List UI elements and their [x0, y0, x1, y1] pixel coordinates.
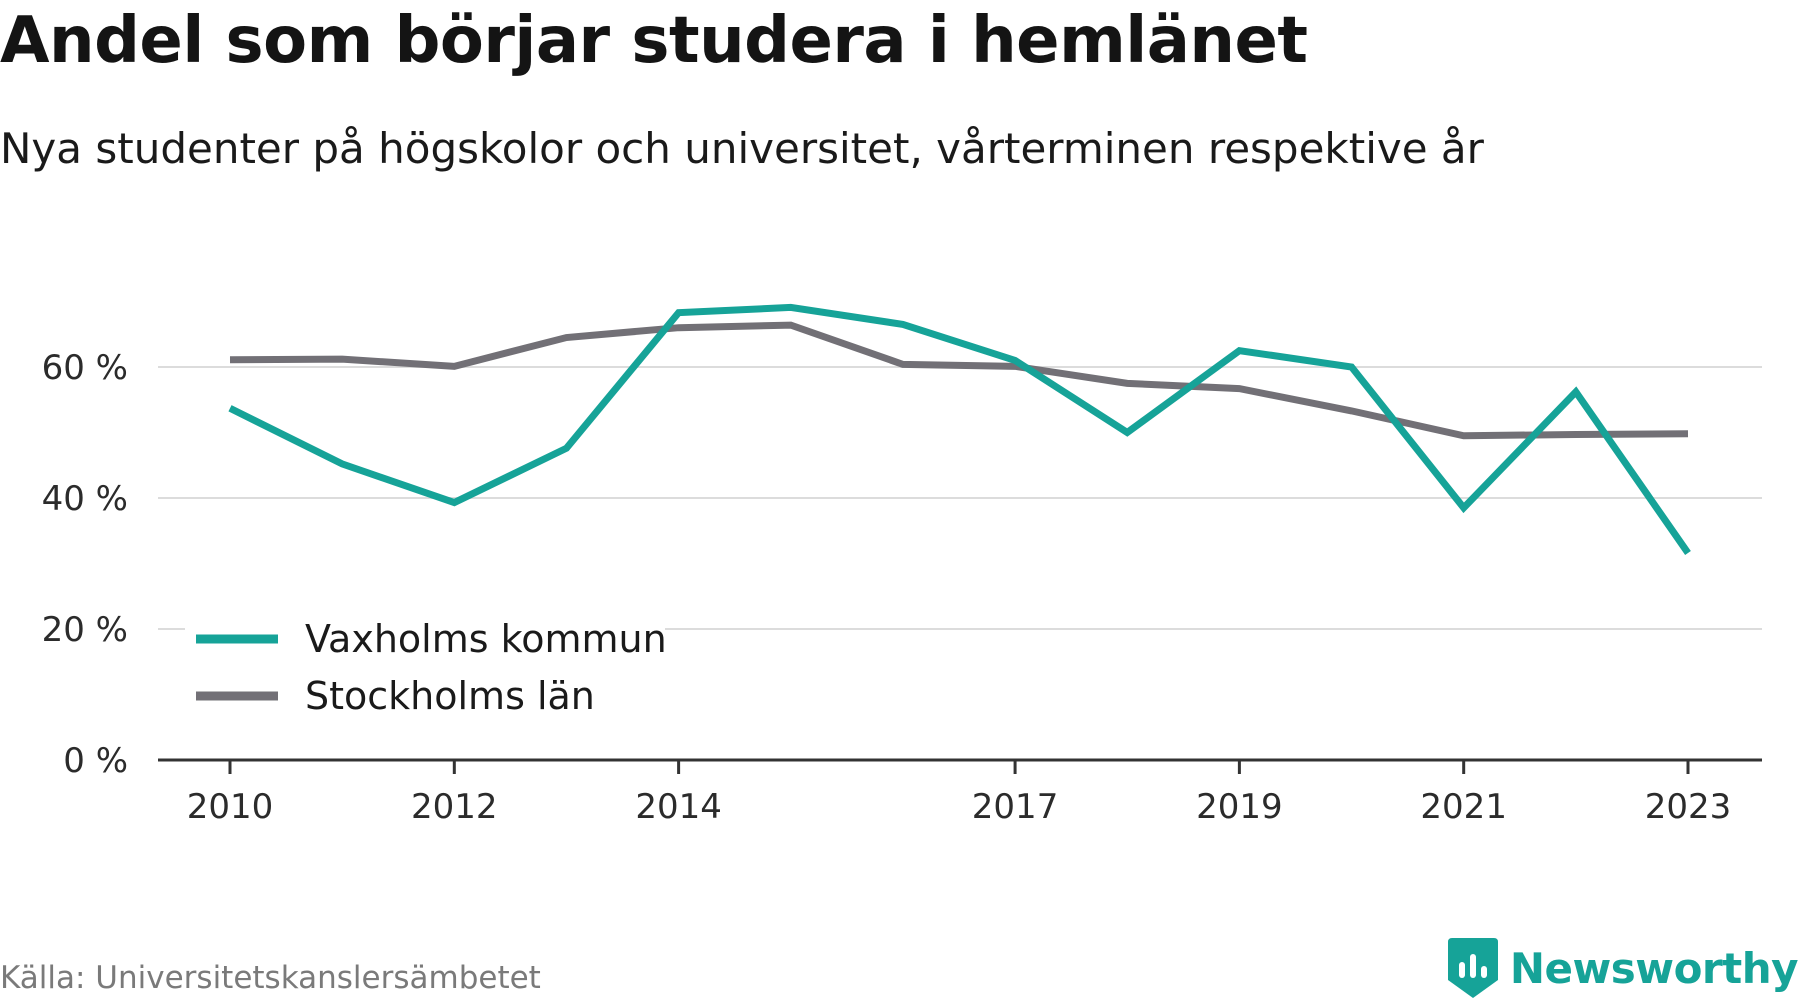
line-chart: 0 % 20 % 40 % 60 % 2010 2012 2014 2017 2019 2021…	[42, 303, 1762, 827]
x-tick-label: 2017	[972, 787, 1059, 827]
brand-logo: Newsworthy	[1447, 938, 1799, 998]
x-tick-label: 2021	[1420, 787, 1507, 827]
brand-name: Newsworthy	[1509, 943, 1799, 993]
x-tick-label: 2014	[635, 787, 722, 827]
grid-lines	[158, 366, 1762, 630]
x-tick-label: 2012	[411, 787, 498, 827]
y-tick-label: 60 %	[42, 348, 128, 388]
y-tick-label: 20 %	[42, 610, 128, 650]
legend-label-stockholms-lan: Stockholms län	[305, 674, 595, 718]
y-tick-label: 0 %	[63, 741, 128, 781]
source-note: Källa: Universitetskanslersämbetet	[0, 960, 541, 996]
legend-label-vaxholms-kommun: Vaxholms kommun	[305, 617, 667, 661]
series-line-stockholms-lan	[229, 321, 1689, 440]
legend: Vaxholms kommun Stockholms län	[185, 602, 667, 724]
x-tick-label: 2023	[1645, 787, 1732, 827]
series-line-vaxholms-kommun	[228, 303, 1691, 556]
x-tick-label: 2019	[1196, 787, 1283, 827]
y-axis-tick-labels: 0 % 20 % 40 % 60 %	[42, 348, 128, 781]
x-axis: 2010 2012 2014 2017 2019 2021 2023	[158, 758, 1762, 827]
x-tick-label: 2010	[187, 787, 274, 827]
legend-background	[185, 602, 665, 724]
series-lines	[228, 303, 1691, 556]
bar-chart-shield-icon	[1447, 938, 1498, 998]
y-tick-label: 40 %	[42, 479, 128, 519]
chart-subtitle: Nya studenter på högskolor och universit…	[0, 124, 1484, 173]
chart-title: Andel som börjar studera i hemlänet	[0, 4, 1308, 78]
